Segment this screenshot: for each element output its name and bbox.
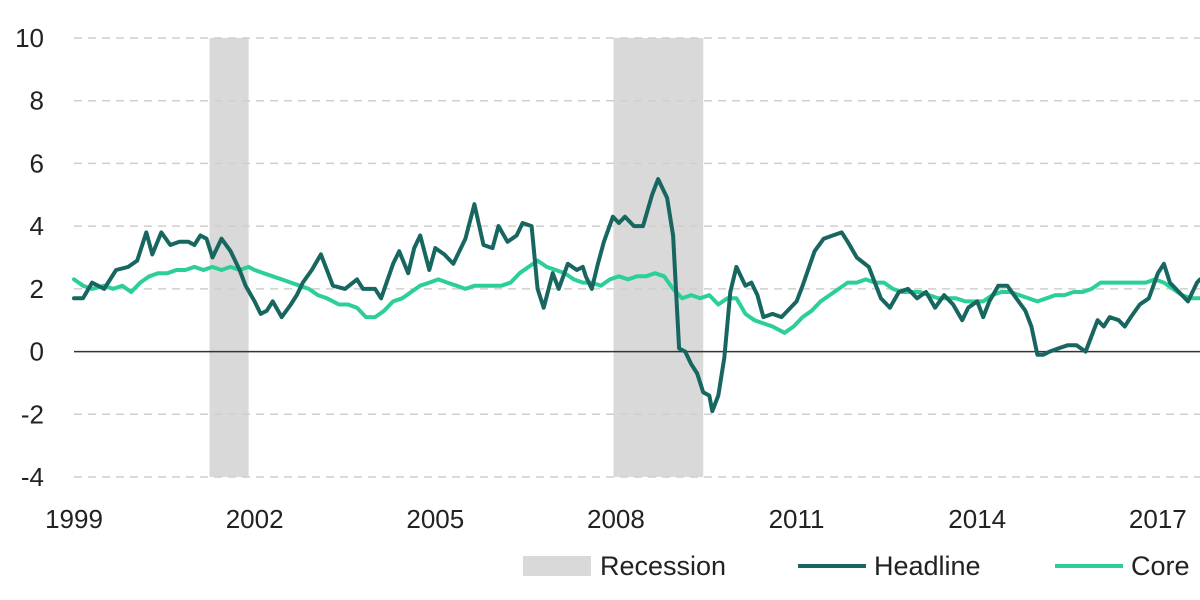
x-tick-label-2017: 2017 [1129, 504, 1187, 534]
y-tick-label-8: 8 [30, 86, 44, 116]
recession-bands [209, 38, 704, 477]
x-tick-label-2005: 2005 [406, 504, 464, 534]
legend-label-headline: Headline [874, 551, 981, 581]
y-tick-label-4: 4 [30, 211, 44, 241]
series-line-headline [72, 177, 1200, 414]
x-tick-label-2014: 2014 [948, 504, 1006, 534]
legend-label-core: Core [1131, 551, 1190, 581]
recession-band-2 [613, 38, 704, 477]
horizontal-gridlines [74, 37, 1200, 478]
y-axis-tick-labels: 10 8 6 4 2 0 -2 -4 [15, 23, 44, 492]
y-tick-label--4: -4 [21, 462, 44, 492]
y-tick-label-6: 6 [30, 148, 44, 178]
x-tick-label-2011: 2011 [769, 504, 825, 534]
y-tick-label--2: -2 [21, 399, 44, 429]
x-axis-tick-labels: 1999 2002 2005 2008 2011 2014 2017 [45, 504, 1187, 534]
legend: Recession Headline Core [523, 551, 1190, 581]
x-tick-label-1999: 1999 [45, 504, 103, 534]
y-tick-label-0: 0 [30, 337, 44, 367]
y-tick-label-10: 10 [15, 23, 44, 53]
legend-label-recession: Recession [600, 551, 726, 581]
legend-swatch-recession [523, 556, 591, 576]
y-tick-label-2: 2 [30, 274, 44, 304]
series-lines [72, 177, 1200, 414]
x-tick-label-2008: 2008 [587, 504, 645, 534]
recession-band-1 [209, 38, 249, 477]
x-tick-label-2002: 2002 [226, 504, 284, 534]
